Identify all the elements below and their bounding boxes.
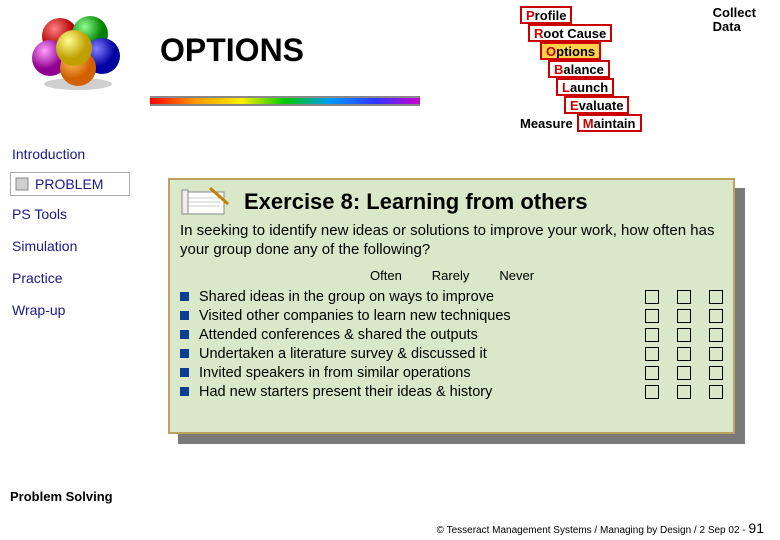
nav-problem[interactable]: PROBLEM — [10, 172, 130, 196]
list-item: Invited speakers in from similar operati… — [180, 365, 723, 381]
freq-never: Never — [499, 268, 534, 283]
rainbow-divider-icon — [150, 96, 420, 106]
freq-rarely: Rarely — [432, 268, 470, 283]
checkbox[interactable] — [677, 347, 691, 361]
nav-marker-icon — [15, 177, 29, 191]
checkbox[interactable] — [709, 385, 723, 399]
nav-practice[interactable]: Practice — [10, 264, 130, 292]
footer-section-label: Problem Solving — [10, 489, 113, 504]
checkbox[interactable] — [709, 328, 723, 342]
checkbox[interactable] — [709, 366, 723, 380]
checkbox[interactable] — [645, 385, 659, 399]
sidebar-nav: Introduction PROBLEM PS Tools Simulation… — [10, 140, 130, 328]
checkbox[interactable] — [645, 347, 659, 361]
checkbox[interactable] — [677, 309, 691, 323]
step-balance: Balance — [548, 60, 610, 78]
bullet-icon — [180, 387, 189, 396]
collect-data-label: Collect Data — [713, 6, 756, 35]
page-number: 91 — [748, 520, 764, 536]
frequency-header: Often Rarely Never — [370, 268, 723, 283]
bullet-icon — [180, 311, 189, 320]
step-maintain: Maintain — [577, 114, 642, 132]
nav-introduction[interactable]: Introduction — [10, 140, 130, 168]
exercise-title: Exercise 8: Learning from others — [244, 189, 588, 215]
checkbox[interactable] — [709, 347, 723, 361]
checkbox[interactable] — [677, 290, 691, 304]
list-item: Undertaken a literature survey & discuss… — [180, 346, 723, 362]
list-item: Attended conferences & shared the output… — [180, 327, 723, 343]
nav-ps-tools[interactable]: PS Tools — [10, 200, 130, 228]
checkbox[interactable] — [645, 290, 659, 304]
exercise-panel: Exercise 8: Learning from others In seek… — [168, 178, 735, 434]
problem-steps: Profile Root Cause Options Balance Launc… — [520, 6, 690, 132]
step-options: Options — [540, 42, 601, 60]
bullet-icon — [180, 349, 189, 358]
step-profile: Profile — [520, 6, 572, 24]
page-title: OPTIONS — [160, 32, 304, 69]
checkbox[interactable] — [677, 328, 691, 342]
bullet-icon — [180, 368, 189, 377]
checkbox[interactable] — [645, 309, 659, 323]
step-root-cause: Root Cause — [528, 24, 612, 42]
list-item: Had new starters present their ideas & h… — [180, 384, 723, 400]
nav-wrapup[interactable]: Wrap-up — [10, 296, 130, 324]
checkbox[interactable] — [677, 385, 691, 399]
step-evaluate: Evaluate — [564, 96, 629, 114]
checkbox[interactable] — [709, 309, 723, 323]
checkbox[interactable] — [677, 366, 691, 380]
list-item: Shared ideas in the group on ways to imp… — [180, 289, 723, 305]
bullet-icon — [180, 330, 189, 339]
bullet-icon — [180, 292, 189, 301]
checkbox[interactable] — [645, 366, 659, 380]
step-launch: Launch — [556, 78, 614, 96]
checkbox[interactable] — [709, 290, 723, 304]
checkbox[interactable] — [645, 328, 659, 342]
copyright: © Tesseract Management Systems / Managin… — [437, 520, 764, 536]
spheres-logo-icon — [28, 12, 128, 92]
measure-label: Measure — [520, 116, 573, 131]
nav-simulation[interactable]: Simulation — [10, 232, 130, 260]
exercise-subtitle: In seeking to identify new ideas or solu… — [180, 222, 723, 260]
freq-often: Often — [370, 268, 402, 283]
notepad-icon — [180, 186, 234, 218]
list-item: Visited other companies to learn new tec… — [180, 308, 723, 324]
